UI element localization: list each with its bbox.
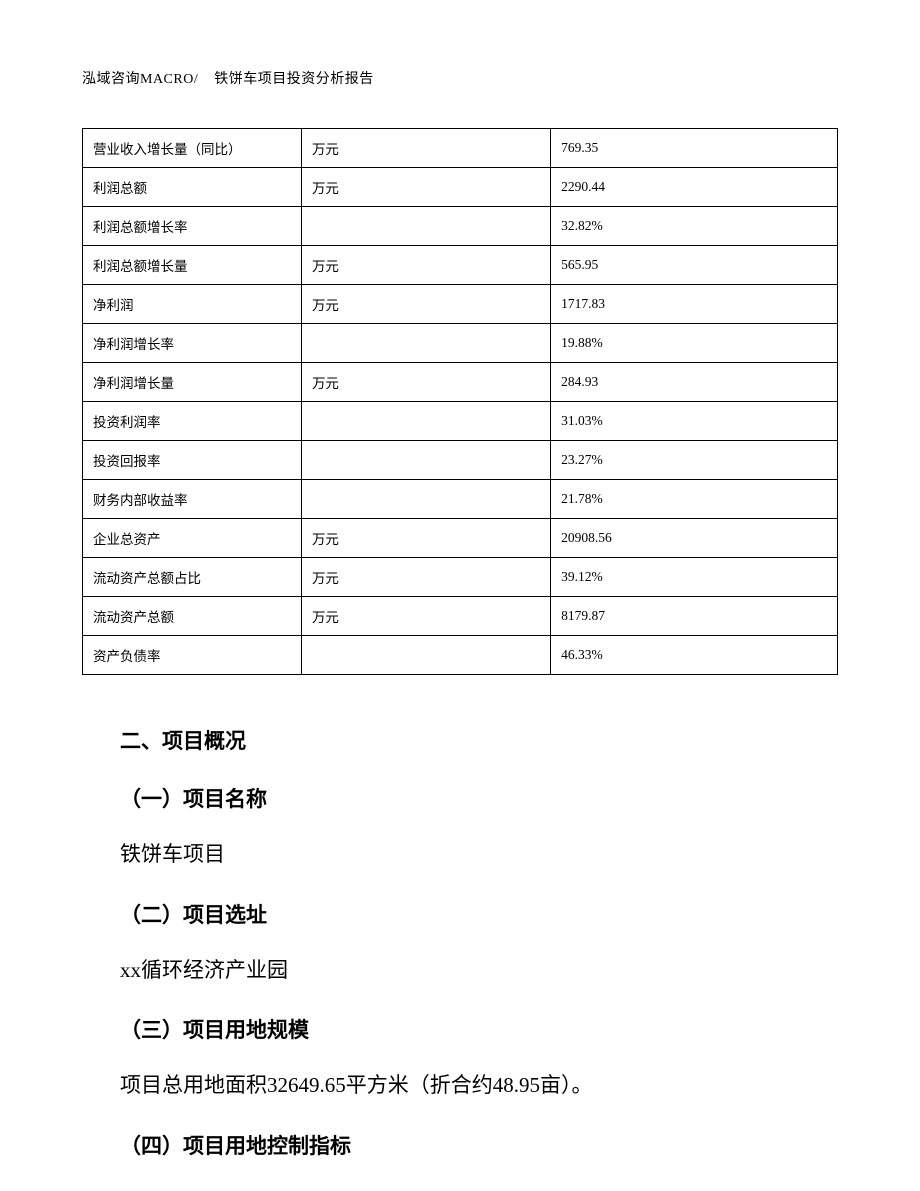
table-row: 利润总额 万元 2290.44	[83, 168, 838, 207]
row-value: 19.88%	[551, 324, 838, 363]
table-row: 利润总额增长率 32.82%	[83, 207, 838, 246]
row-label: 企业总资产	[83, 519, 302, 558]
row-value: 565.95	[551, 246, 838, 285]
row-label: 投资利润率	[83, 402, 302, 441]
table-row: 企业总资产 万元 20908.56	[83, 519, 838, 558]
row-value: 46.33%	[551, 636, 838, 675]
row-label: 利润总额增长率	[83, 207, 302, 246]
row-unit	[301, 402, 550, 441]
row-value: 39.12%	[551, 558, 838, 597]
subsection-heading-name: （一）项目名称	[82, 783, 838, 813]
project-name-text: 铁饼车项目	[82, 839, 838, 871]
project-location-text: xx循环经济产业园	[82, 955, 838, 987]
row-label: 利润总额	[83, 168, 302, 207]
row-unit: 万元	[301, 129, 550, 168]
row-unit	[301, 636, 550, 675]
row-label: 财务内部收益率	[83, 480, 302, 519]
project-land-text: 项目总用地面积32649.65平方米（折合约48.95亩）。	[82, 1070, 838, 1102]
table-row: 净利润 万元 1717.83	[83, 285, 838, 324]
row-label: 营业收入增长量（同比）	[83, 129, 302, 168]
row-value: 21.78%	[551, 480, 838, 519]
subsection-heading-location: （二）项目选址	[82, 899, 838, 929]
table-row: 净利润增长量 万元 284.93	[83, 363, 838, 402]
row-value: 1717.83	[551, 285, 838, 324]
row-unit: 万元	[301, 168, 550, 207]
row-unit	[301, 324, 550, 363]
row-label: 流动资产总额	[83, 597, 302, 636]
table-body: 营业收入增长量（同比） 万元 769.35 利润总额 万元 2290.44 利润…	[83, 129, 838, 675]
row-label: 资产负债率	[83, 636, 302, 675]
row-unit: 万元	[301, 363, 550, 402]
row-label: 净利润增长率	[83, 324, 302, 363]
row-label: 净利润增长量	[83, 363, 302, 402]
row-unit	[301, 480, 550, 519]
row-value: 284.93	[551, 363, 838, 402]
row-value: 31.03%	[551, 402, 838, 441]
row-label: 利润总额增长量	[83, 246, 302, 285]
row-unit: 万元	[301, 285, 550, 324]
table-row: 净利润增长率 19.88%	[83, 324, 838, 363]
table-row: 投资利润率 31.03%	[83, 402, 838, 441]
row-value: 23.27%	[551, 441, 838, 480]
row-unit	[301, 441, 550, 480]
row-unit: 万元	[301, 558, 550, 597]
subsection-heading-land: （三）项目用地规模	[82, 1014, 838, 1044]
table-row: 利润总额增长量 万元 565.95	[83, 246, 838, 285]
row-value: 769.35	[551, 129, 838, 168]
table-row: 投资回报率 23.27%	[83, 441, 838, 480]
header-company: 泓域咨询MACRO/	[82, 72, 198, 87]
subsection-heading-control: （四）项目用地控制指标	[82, 1130, 838, 1160]
header-title: 铁饼车项目投资分析报告	[214, 72, 374, 87]
row-value: 8179.87	[551, 597, 838, 636]
row-label: 投资回报率	[83, 441, 302, 480]
table-row: 流动资产总额占比 万元 39.12%	[83, 558, 838, 597]
row-unit: 万元	[301, 597, 550, 636]
row-value: 2290.44	[551, 168, 838, 207]
row-label: 流动资产总额占比	[83, 558, 302, 597]
table-row: 营业收入增长量（同比） 万元 769.35	[83, 129, 838, 168]
table-row: 流动资产总额 万元 8179.87	[83, 597, 838, 636]
table-row: 资产负债率 46.33%	[83, 636, 838, 675]
row-label: 净利润	[83, 285, 302, 324]
row-value: 20908.56	[551, 519, 838, 558]
row-unit	[301, 207, 550, 246]
financial-data-table: 营业收入增长量（同比） 万元 769.35 利润总额 万元 2290.44 利润…	[82, 128, 838, 675]
row-unit: 万元	[301, 246, 550, 285]
row-unit: 万元	[301, 519, 550, 558]
section-heading-overview: 二、项目概况	[82, 725, 838, 755]
row-value: 32.82%	[551, 207, 838, 246]
table-row: 财务内部收益率 21.78%	[83, 480, 838, 519]
document-content: 二、项目概况 （一）项目名称 铁饼车项目 （二）项目选址 xx循环经济产业园 （…	[82, 725, 838, 1160]
page-header: 泓域咨询MACRO/ 铁饼车项目投资分析报告	[82, 68, 838, 88]
